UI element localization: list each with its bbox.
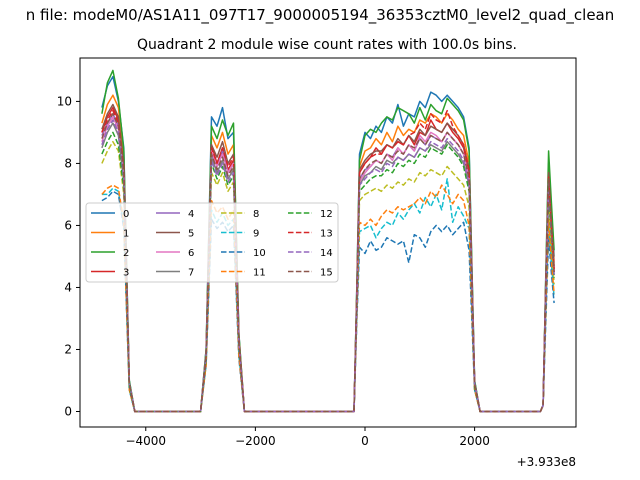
chart-title: Quadrant 2 module wise count rates with … xyxy=(137,37,517,53)
series-line-14 xyxy=(101,119,555,413)
axes-frame xyxy=(79,57,577,428)
legend-label-14: 14 xyxy=(320,248,333,259)
y-tick-label: 2 xyxy=(64,342,72,356)
legend-label-10: 10 xyxy=(253,248,266,259)
series-line-15 xyxy=(101,113,555,413)
y-tick-label: 0 xyxy=(64,404,72,418)
legend-label-4: 4 xyxy=(188,209,194,220)
x-tick-label: 2000 xyxy=(459,434,490,448)
legend-label-12: 12 xyxy=(320,209,333,220)
figure-suptitle: n file: modeM0/AS1A11_097T17_9000005194_… xyxy=(26,6,615,25)
legend-label-13: 13 xyxy=(320,229,333,240)
legend-label-6: 6 xyxy=(188,248,194,259)
legend-label-11: 11 xyxy=(253,268,266,279)
legend-label-1: 1 xyxy=(123,229,129,240)
series-line-11 xyxy=(101,184,555,413)
legend-label-0: 0 xyxy=(123,209,129,220)
plot-lines xyxy=(101,69,555,413)
legend-label-5: 5 xyxy=(188,229,194,240)
legend-label-8: 8 xyxy=(253,209,259,220)
legend-label-7: 7 xyxy=(188,268,194,279)
legend-label-15: 15 xyxy=(320,268,333,279)
y-tick-label: 4 xyxy=(64,280,72,294)
y-tick-label: 10 xyxy=(57,94,72,108)
x-tick-label: −2000 xyxy=(235,434,276,448)
legend-label-3: 3 xyxy=(123,268,129,279)
series-line-9 xyxy=(101,178,555,413)
y-tick-label: 6 xyxy=(64,218,72,232)
legend-box xyxy=(85,202,339,283)
x-offset-text: +3.933e8 xyxy=(517,455,576,469)
x-tick-label: 0 xyxy=(361,434,369,448)
x-tick-label: −4000 xyxy=(125,434,166,448)
legend-label-2: 2 xyxy=(123,248,129,259)
y-tick-label: 8 xyxy=(64,156,72,170)
legend-label-9: 9 xyxy=(253,229,259,240)
